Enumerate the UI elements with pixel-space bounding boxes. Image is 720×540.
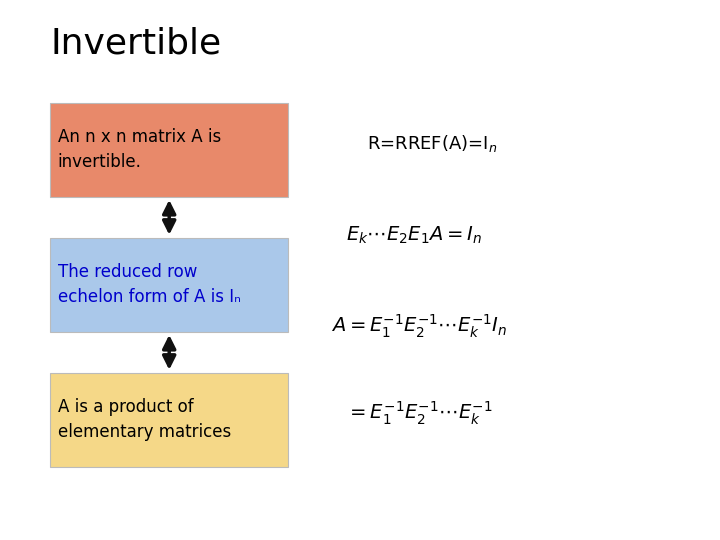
FancyBboxPatch shape [50, 373, 288, 467]
Text: $A = E_1^{-1} E_2^{-1} \cdots E_k^{-1} I_n$: $A = E_1^{-1} E_2^{-1} \cdots E_k^{-1} I… [331, 313, 508, 340]
Text: The reduced row
echelon form of A is Iₙ: The reduced row echelon form of A is Iₙ [58, 264, 240, 306]
Text: An n x n matrix A is
invertible.: An n x n matrix A is invertible. [58, 129, 221, 171]
Text: $= E_1^{-1} E_2^{-1} \cdots E_k^{-1}$: $= E_1^{-1} E_2^{-1} \cdots E_k^{-1}$ [346, 400, 492, 427]
FancyBboxPatch shape [50, 238, 288, 332]
Text: Invertible: Invertible [50, 27, 222, 61]
Text: R=RREF(A)=I$_n$: R=RREF(A)=I$_n$ [367, 133, 498, 153]
FancyBboxPatch shape [50, 103, 288, 197]
Text: $E_k \cdots E_2 E_1 A = I_n$: $E_k \cdots E_2 E_1 A = I_n$ [346, 224, 482, 246]
Text: A is a product of
elementary matrices: A is a product of elementary matrices [58, 399, 231, 441]
